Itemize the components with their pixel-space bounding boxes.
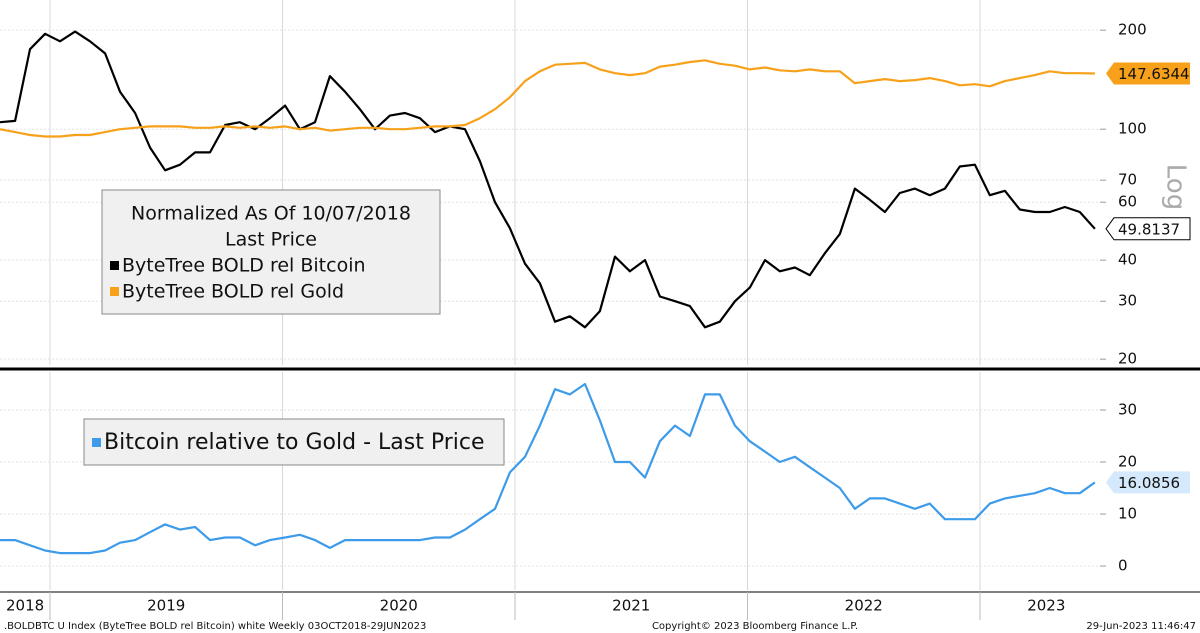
last-value-tag — [1106, 62, 1190, 85]
footer-copyright: Copyright© 2023 Bloomberg Finance L.P. — [652, 621, 858, 632]
y-tick-label: 70 — [1118, 171, 1137, 189]
x-tick-label: 2020 — [380, 597, 418, 615]
legend-title: Normalized As Of 10/07/2018 — [131, 203, 411, 225]
footer-source: .BOLDBTC U Index (ByteTree BOLD rel Bitc… — [4, 621, 426, 632]
y-tick-label: 10 — [1118, 505, 1137, 523]
last-value-label: 147.6344 — [1118, 65, 1190, 83]
y-tick-label: 20 — [1118, 350, 1137, 368]
x-tick-label: 2023 — [1027, 597, 1065, 615]
legend-label: Bitcoin relative to Gold - Last Price — [104, 430, 485, 455]
series-line — [0, 59, 1095, 138]
y-tick-label: 30 — [1118, 292, 1137, 310]
y-tick-label: 100 — [1118, 120, 1147, 138]
y-tick-label: 0 — [1118, 557, 1128, 575]
legend-swatch — [92, 438, 101, 447]
last-value-label: 49.8137 — [1118, 220, 1180, 238]
legend-label: ByteTree BOLD rel Gold — [122, 281, 344, 303]
y-tick-label: 60 — [1118, 193, 1137, 211]
y-tick-label: 20 — [1118, 453, 1137, 471]
y-axis-label: Log — [1161, 164, 1191, 210]
legend-subtitle: Last Price — [225, 229, 317, 251]
x-tick-label: 2018 — [6, 597, 44, 615]
last-value-label: 16.0856 — [1118, 474, 1180, 492]
x-tick-label: 2019 — [147, 597, 185, 615]
y-tick-label: 30 — [1118, 400, 1137, 418]
y-tick-label: 40 — [1118, 251, 1137, 269]
series-line — [0, 382, 1096, 555]
last-value-tag — [1105, 217, 1191, 241]
legend-box — [83, 418, 505, 466]
last-value-tag — [1106, 471, 1190, 494]
legend-box — [101, 189, 441, 315]
x-tick-label: 2021 — [612, 597, 650, 615]
legend-swatch — [110, 261, 119, 270]
legend-label: ByteTree BOLD rel Bitcoin — [122, 255, 366, 277]
y-tick-label: 200 — [1118, 21, 1147, 39]
series-line — [0, 30, 1096, 329]
footer-timestamp: 29-Jun-2023 11:46:47 — [1086, 621, 1196, 632]
x-tick-label: 2022 — [845, 597, 883, 615]
legend-swatch — [110, 287, 119, 296]
